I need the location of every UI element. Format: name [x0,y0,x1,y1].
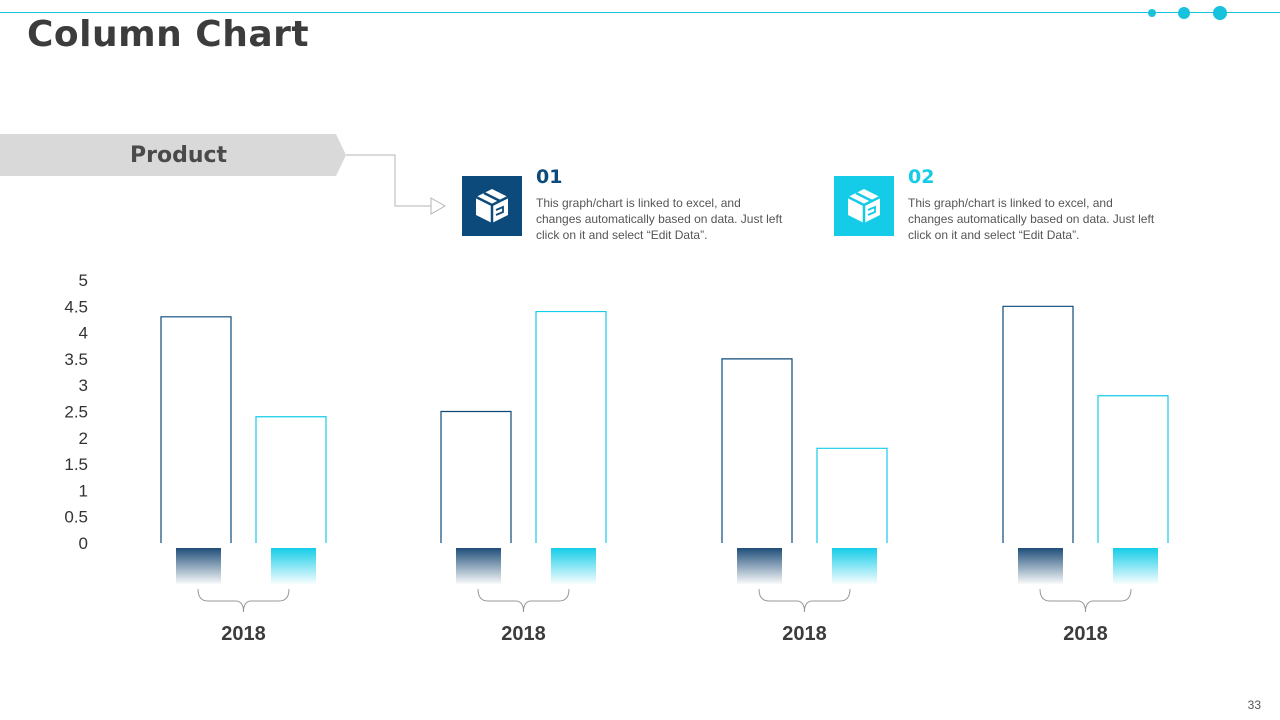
bar-series-2 [255,416,327,543]
y-tick-label: 3 [79,376,88,395]
y-tick-label: 5 [79,271,88,290]
box-icon [475,189,509,223]
group-brace [1039,588,1132,613]
top-accent-line [0,12,1280,13]
box-icon [847,189,881,223]
y-tick-label: 0.5 [64,508,88,527]
bar-series-2 [1097,395,1169,543]
legend-box-01 [462,176,522,236]
y-tick-label: 4.5 [64,297,88,316]
bar-base-block [1113,548,1158,585]
y-tick-label: 2 [79,429,88,448]
x-category-label: 2018 [221,623,266,645]
x-category-label: 2018 [782,623,827,645]
product-banner-label: Product [130,143,228,168]
x-category-label: 2018 [501,623,546,645]
legend-box-02 [834,176,894,236]
group-brace [197,588,290,613]
bar-series-1 [160,316,232,543]
bar-base-block [832,548,877,585]
group-brace [477,588,570,613]
legend-text-02: This graph/chart is linked to excel, and… [908,196,1155,242]
bar-series-1 [440,410,512,543]
y-tick-label: 1.5 [64,455,88,474]
product-banner [0,134,346,176]
bar-base-block [737,548,782,585]
bar-base-block [456,548,501,585]
decor-dot-medium [1178,7,1190,19]
decor-dot-large [1213,6,1227,20]
bar-base-block [176,548,221,585]
bar-series-2 [816,447,888,543]
bar-base-block [271,548,316,585]
bar-series-2 [535,310,607,543]
x-category-label: 2018 [1063,623,1108,645]
page-title: Column Chart [27,14,310,55]
page-number: 33 [1247,698,1261,712]
bar-base-block [1018,548,1063,585]
bar-series-1 [1002,305,1074,543]
y-tick-label: 0 [79,534,88,553]
y-tick-label: 4 [79,324,88,343]
decor-dot-small [1148,9,1156,17]
bar-series-1 [721,358,793,543]
group-brace [758,588,851,613]
y-tick-label: 2.5 [64,403,88,422]
bar-base-block [551,548,596,585]
y-tick-label: 1 [79,481,88,500]
legend-number-01: 01 [536,166,563,188]
legend-number-02: 02 [908,166,935,188]
y-tick-label: 3.5 [64,350,88,369]
legend-text-01: This graph/chart is linked to excel, and… [536,196,783,242]
